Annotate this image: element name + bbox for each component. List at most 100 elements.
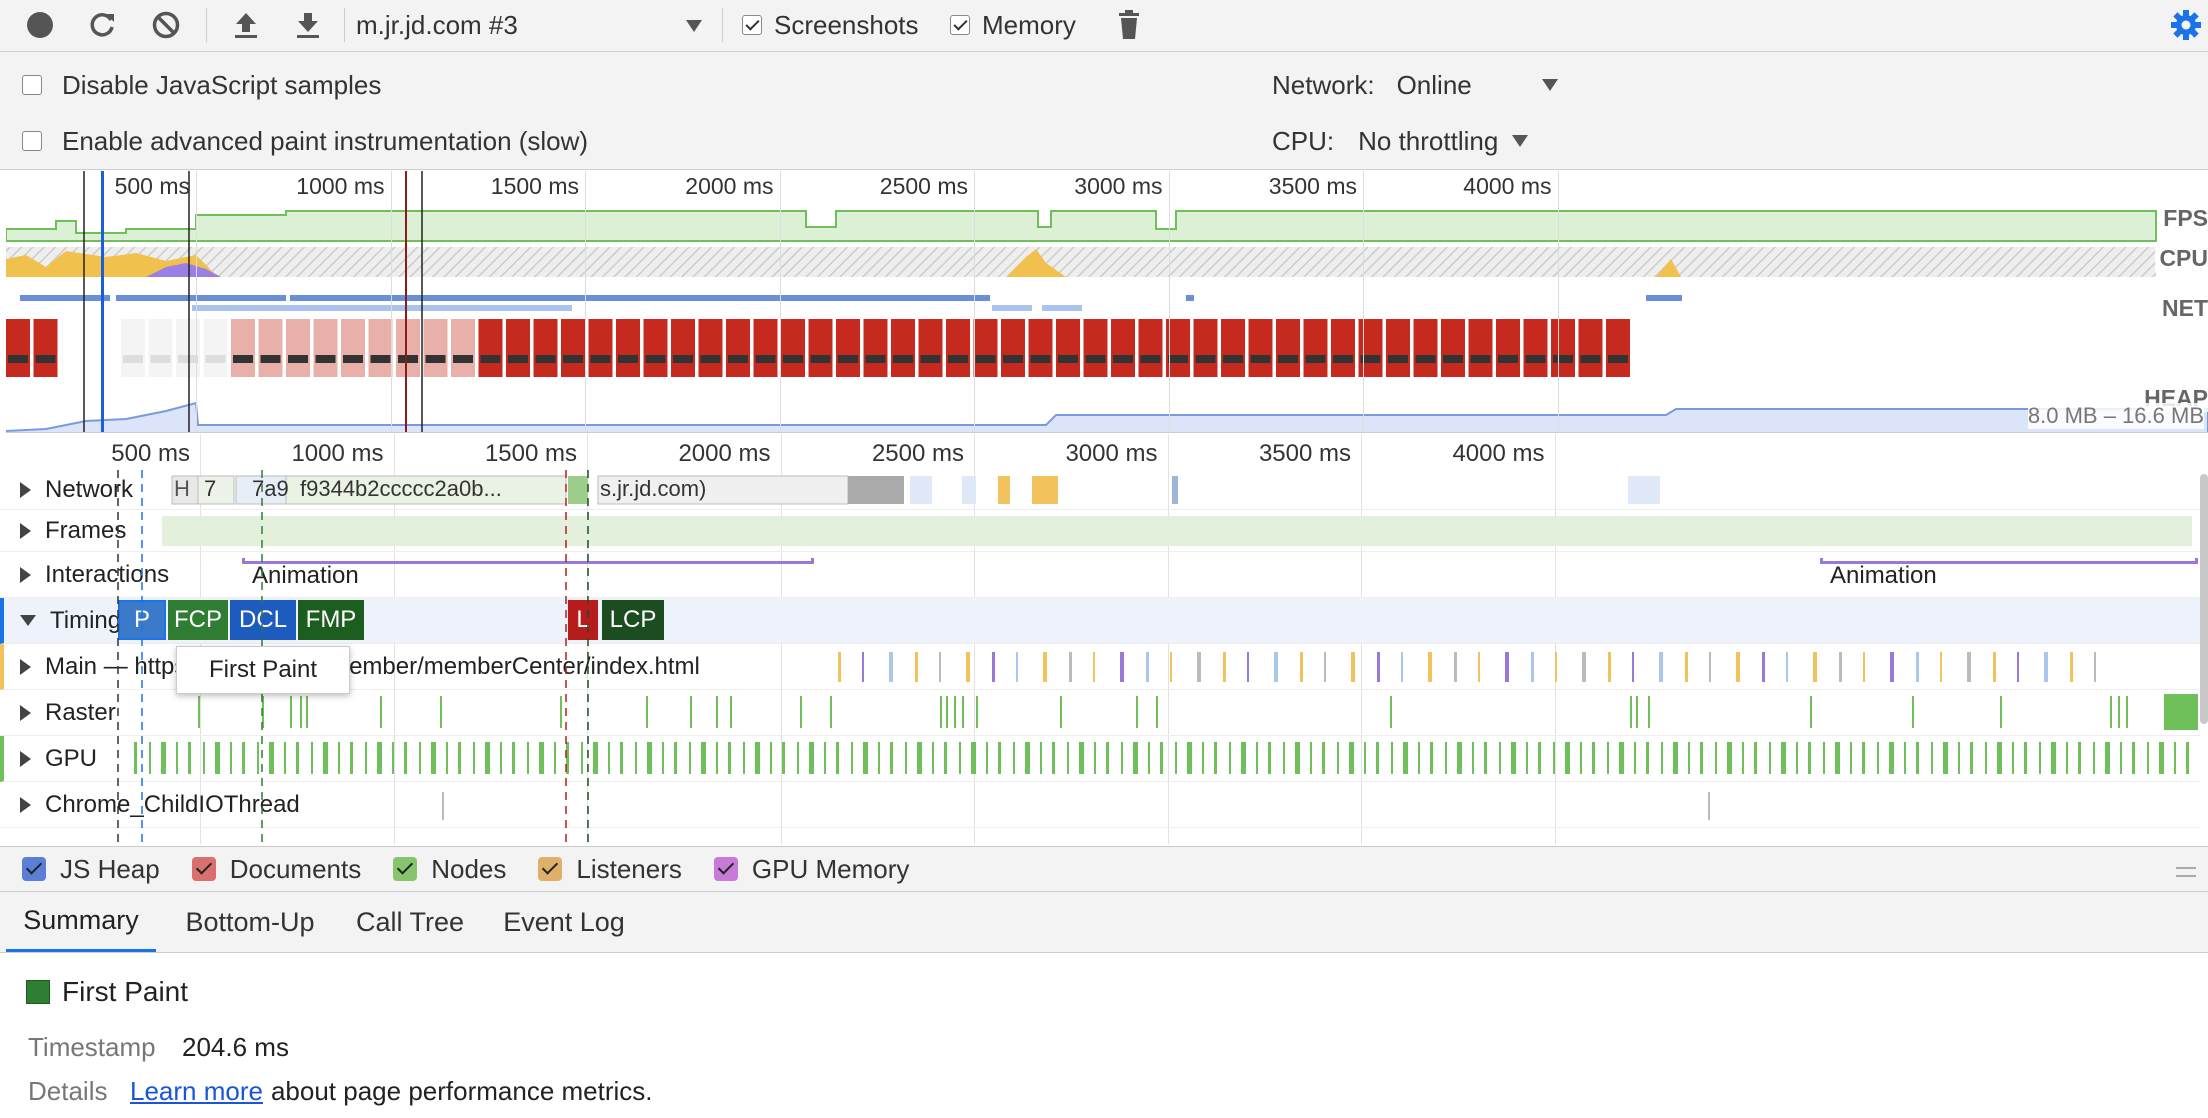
- screenshot-thumbnail: [203, 319, 228, 377]
- upload-icon: [235, 13, 257, 38]
- target-select[interactable]: m.jr.jd.com #3: [356, 6, 710, 44]
- timing-mark-fp[interactable]: P: [118, 600, 166, 640]
- network-item[interactable]: s.jr.jd.com): [600, 476, 707, 501]
- cpu-value[interactable]: No throttling: [1358, 125, 1499, 156]
- timeline-overview[interactable]: 500 ms 1000 ms 1500 ms 2000 ms 2500 ms 3000 m…: [6, 171, 2208, 433]
- animation-bar[interactable]: [242, 558, 814, 564]
- flame-chart[interactable]: 500 ms 1000 ms 1500 ms 2000 ms 2500 ms 3000 m…: [0, 434, 2208, 844]
- expand-triangle-icon[interactable]: [20, 481, 31, 498]
- expand-triangle-icon[interactable]: [20, 566, 31, 583]
- screenshot-thumbnail: [341, 319, 365, 377]
- js-heap-checkbox[interactable]: [22, 857, 46, 881]
- counter-nodes[interactable]: Nodes: [393, 854, 506, 885]
- track-gpu-header[interactable]: GPU: [20, 736, 97, 781]
- screenshots-toggle[interactable]: Screenshots: [742, 6, 919, 44]
- screenshot-thumbnail-detail: [370, 355, 391, 363]
- collapse-triangle-icon[interactable]: [20, 615, 36, 626]
- timing-mark-lcp[interactable]: LCP: [602, 600, 664, 640]
- advanced-paint-checkbox[interactable]: [22, 131, 42, 151]
- track-raster-label: Raster: [45, 698, 116, 726]
- screenshot-thumbnail-detail: [673, 355, 693, 363]
- tab-summary[interactable]: Summary: [6, 892, 156, 952]
- main-task: [1582, 652, 1586, 682]
- cpu-throttling[interactable]: CPU: No throttling: [1272, 124, 1529, 158]
- track-interactions[interactable]: Animation Animation Interactions: [0, 552, 2200, 598]
- reload-record-button[interactable]: [82, 6, 122, 44]
- record-button[interactable]: [20, 6, 60, 44]
- animation-label: Animation: [252, 562, 359, 589]
- network-item[interactable]: f9344b2ccccc2a0b...: [300, 476, 502, 501]
- track-frames-header[interactable]: Frames: [20, 510, 126, 551]
- tab-event-log[interactable]: Event Log: [503, 906, 625, 937]
- counter-listeners[interactable]: Listeners: [538, 854, 682, 885]
- track-chrome-io-label: Chrome_ChildIOThread: [45, 790, 300, 818]
- disable-js-samples-option[interactable]: Disable JavaScript samples: [22, 68, 381, 102]
- advanced-paint-option[interactable]: Enable advanced paint instrumentation (s…: [22, 124, 588, 158]
- save-profile-button[interactable]: [288, 6, 328, 44]
- flame-scrollbar[interactable]: [2200, 474, 2208, 724]
- screenshots-checkbox[interactable]: [742, 15, 762, 35]
- network-item[interactable]: H: [174, 476, 190, 501]
- timing-mark-fcp[interactable]: FCP: [168, 600, 228, 640]
- screenshot-thumbnail-detail: [1140, 355, 1161, 363]
- track-gpu[interactable]: GPU: [0, 736, 2200, 782]
- animation-bar[interactable]: [1820, 558, 2198, 564]
- track-timings-header[interactable]: Timings: [20, 598, 133, 643]
- main-task: [1993, 652, 1996, 682]
- listeners-checkbox[interactable]: [538, 857, 563, 881]
- nodes-checkbox[interactable]: [393, 857, 418, 881]
- network-item[interactable]: 7: [204, 476, 217, 501]
- timing-mark-fmp[interactable]: FMP: [298, 600, 364, 640]
- gpu-memory-checkbox[interactable]: [713, 857, 738, 881]
- expand-triangle-icon[interactable]: [20, 658, 31, 675]
- load-profile-button[interactable]: [226, 6, 266, 44]
- track-frames[interactable]: Frames: [0, 510, 2200, 552]
- track-network-header[interactable]: Network: [20, 470, 133, 509]
- expand-triangle-icon[interactable]: [20, 750, 31, 767]
- memory-toggle[interactable]: Memory: [950, 6, 1076, 44]
- gpu-task: [1229, 742, 1231, 774]
- gpu-task: [1727, 742, 1732, 774]
- track-interactions-header[interactable]: Interactions: [20, 552, 169, 597]
- clear-button[interactable]: [146, 6, 186, 44]
- track-main[interactable]: Main — https://m.jr.jd.com/member/member…: [0, 644, 2200, 690]
- tab-call-tree[interactable]: Call Tree: [355, 906, 465, 937]
- track-main-header[interactable]: Main — https://m.jr.jd.com/member/member…: [20, 644, 700, 689]
- collect-garbage-button[interactable]: [1112, 6, 1146, 44]
- learn-more-link[interactable]: Learn more: [130, 1076, 263, 1106]
- network-value[interactable]: Online: [1396, 69, 1472, 100]
- screenshot-thumbnail-detail: [618, 355, 638, 363]
- track-raster-header[interactable]: Raster: [20, 690, 116, 735]
- resize-grip-icon[interactable]: [2176, 867, 2196, 877]
- track-raster[interactable]: Raster: [0, 690, 2200, 736]
- gpu-task: [608, 742, 610, 774]
- expand-triangle-icon[interactable]: [20, 522, 31, 539]
- screenshot-thumbnail-detail: [205, 355, 226, 363]
- network-throttling[interactable]: Network: Online: [1272, 68, 1558, 102]
- counter-gpu-memory[interactable]: GPU Memory: [713, 854, 909, 885]
- reload-icon: [90, 13, 114, 37]
- expand-triangle-icon[interactable]: [20, 704, 31, 721]
- tab-bottom-up[interactable]: Bottom-Up: [185, 906, 315, 937]
- screenshot-thumbnail: [891, 319, 915, 377]
- track-timings[interactable]: Timings P FCP DCL FMP L LCP: [0, 598, 2200, 644]
- timing-mark-dcl[interactable]: DCL: [230, 600, 296, 640]
- network-item[interactable]: 7a9: [252, 476, 289, 501]
- disable-js-samples-checkbox[interactable]: [22, 75, 42, 95]
- capture-settings-button[interactable]: [2166, 6, 2206, 44]
- track-chrome-io-header[interactable]: Chrome_ChildIOThread: [20, 782, 300, 827]
- screenshot-thumbnail: [946, 319, 970, 377]
- screenshot-thumbnail: [1138, 319, 1163, 377]
- memory-checkbox[interactable]: [950, 15, 970, 35]
- gpu-task: [1283, 742, 1285, 774]
- counter-documents[interactable]: Documents: [191, 854, 361, 885]
- main-task: [1146, 652, 1149, 682]
- expand-triangle-icon[interactable]: [20, 796, 31, 813]
- documents-checkbox[interactable]: [191, 857, 216, 881]
- track-chrome-io[interactable]: Chrome_ChildIOThread: [0, 782, 2200, 828]
- timing-mark-load[interactable]: L: [568, 600, 598, 640]
- track-network[interactable]: Network H 7 7a9 f9344b2ccccc2a0b... s.jr…: [0, 470, 2200, 510]
- screenshot-thumbnail-detail: [1003, 355, 1023, 363]
- counter-js-heap[interactable]: JS Heap: [22, 854, 160, 885]
- raster-task: [976, 696, 978, 728]
